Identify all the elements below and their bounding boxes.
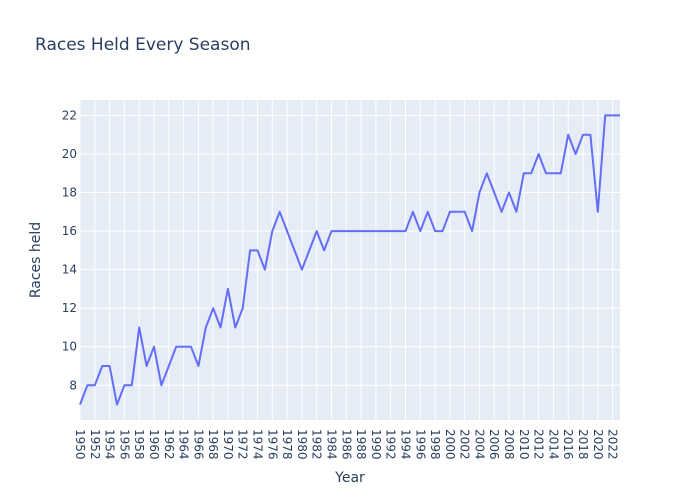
x-tick-label: 2012 bbox=[532, 429, 546, 460]
x-tick-labels: 1950 1952 1954 1956 1958 1960 1962 1964 1966 1968… bbox=[73, 429, 620, 460]
plot-area bbox=[80, 100, 620, 420]
y-tick-label: 22 bbox=[62, 108, 77, 122]
series-line bbox=[79, 114, 620, 406]
x-tick-label: 1990 bbox=[369, 429, 383, 460]
gridlines bbox=[79, 100, 620, 420]
x-tick-label: 1980 bbox=[295, 429, 309, 460]
x-tick-label: 2002 bbox=[458, 429, 472, 460]
x-tick-label: 1996 bbox=[413, 429, 427, 460]
x-tick-label: 2006 bbox=[487, 429, 501, 460]
y-tick-labels: 8 10 12 14 16 18 20 22 bbox=[62, 108, 77, 392]
x-axis-title: Year bbox=[334, 470, 365, 486]
x-tick-label: 1974 bbox=[251, 429, 265, 460]
x-tick-label: 1962 bbox=[162, 429, 176, 460]
x-tick-label: 1972 bbox=[236, 429, 250, 460]
x-tick-label: 1968 bbox=[206, 429, 220, 460]
x-tick-label: 2016 bbox=[561, 429, 575, 460]
x-tick-label: 2018 bbox=[576, 429, 590, 460]
x-tick-label: 1958 bbox=[132, 429, 146, 460]
y-tick-label: 16 bbox=[62, 224, 77, 238]
y-axis-title: Races held bbox=[28, 222, 44, 298]
x-tick-label: 1976 bbox=[265, 429, 279, 460]
x-tick-label: 2008 bbox=[502, 429, 516, 460]
y-tick-label: 20 bbox=[62, 147, 77, 161]
x-tick-label: 1994 bbox=[398, 429, 412, 460]
x-tick-label: 1992 bbox=[384, 429, 398, 460]
x-tick-label: 1956 bbox=[117, 429, 131, 460]
x-tick-label: 1988 bbox=[354, 429, 368, 460]
x-tick-label: 2020 bbox=[591, 429, 605, 460]
x-tick-label: 1954 bbox=[103, 429, 117, 460]
x-tick-label: 1960 bbox=[147, 429, 161, 460]
x-tick-label: 2000 bbox=[443, 429, 457, 460]
x-tick-label: 1966 bbox=[191, 429, 205, 460]
x-tick-label: 2014 bbox=[546, 429, 560, 460]
x-tick-label: 1970 bbox=[221, 429, 235, 460]
x-tick-label: 1998 bbox=[428, 429, 442, 460]
y-tick-label: 12 bbox=[62, 301, 77, 315]
x-tick-label: 2022 bbox=[606, 429, 620, 460]
x-tick-label: 1986 bbox=[339, 429, 353, 460]
x-tick-label: 2010 bbox=[517, 429, 531, 460]
x-tick-label: 1982 bbox=[310, 429, 324, 460]
y-tick-label: 10 bbox=[62, 340, 77, 354]
chart-title: Races Held Every Season bbox=[35, 35, 251, 55]
x-tick-label: 1978 bbox=[280, 429, 294, 460]
x-tick-label: 1952 bbox=[88, 429, 102, 460]
series-layer bbox=[79, 114, 620, 406]
x-tick-label: 2004 bbox=[472, 429, 486, 460]
x-tick-label: 1950 bbox=[73, 429, 87, 460]
y-tick-label: 8 bbox=[69, 378, 77, 392]
x-tick-label: 1964 bbox=[177, 429, 191, 460]
x-tick-label: 1984 bbox=[325, 429, 339, 460]
y-tick-label: 14 bbox=[62, 263, 77, 277]
y-tick-label: 18 bbox=[62, 186, 77, 200]
